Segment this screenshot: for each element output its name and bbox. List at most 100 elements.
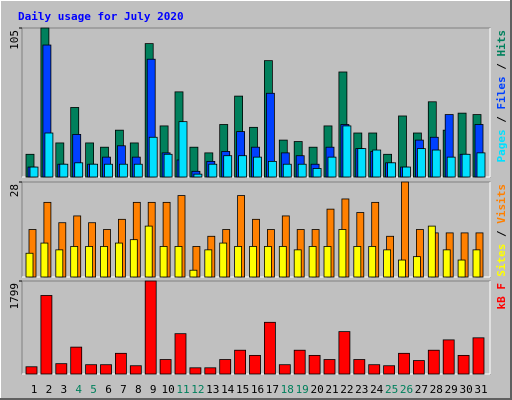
bar bbox=[144, 280, 157, 375]
bar bbox=[174, 333, 187, 375]
x-tick-label: 18 bbox=[281, 383, 294, 396]
legend-separator: / bbox=[495, 57, 508, 77]
bar bbox=[293, 249, 302, 278]
x-tick-label: 7 bbox=[120, 383, 127, 396]
bar bbox=[159, 246, 168, 278]
bar bbox=[431, 149, 441, 178]
x-tick-label: 9 bbox=[150, 383, 157, 396]
bar bbox=[476, 152, 486, 178]
bar bbox=[267, 160, 277, 178]
x-tick-label: 2 bbox=[46, 383, 53, 396]
x-tick-label: 24 bbox=[370, 383, 384, 396]
bar bbox=[115, 242, 123, 278]
x-tick-label: 8 bbox=[135, 383, 142, 396]
x-tick-label: 15 bbox=[236, 383, 249, 396]
x-tick-label: 19 bbox=[296, 383, 309, 396]
bar bbox=[44, 132, 54, 178]
bar bbox=[282, 163, 292, 178]
bar bbox=[29, 166, 39, 178]
legend-entry: Sites bbox=[495, 244, 508, 277]
legend: kB F bbox=[495, 283, 508, 310]
bar bbox=[472, 337, 485, 375]
bar bbox=[159, 359, 172, 375]
bar bbox=[297, 163, 307, 178]
x-tick-label: 5 bbox=[90, 383, 97, 396]
bar bbox=[234, 349, 247, 375]
y-tick-label: 105 bbox=[8, 30, 21, 50]
bar bbox=[115, 352, 127, 375]
bar bbox=[85, 364, 97, 375]
x-tick-label: 25 bbox=[385, 383, 398, 396]
x-tick-label: 10 bbox=[161, 383, 174, 396]
bar bbox=[55, 363, 68, 375]
bar bbox=[219, 359, 232, 375]
bar bbox=[74, 162, 84, 178]
bar bbox=[189, 367, 202, 375]
bar bbox=[234, 246, 243, 278]
x-tick-label: 28 bbox=[430, 383, 443, 396]
bar bbox=[129, 239, 138, 278]
bar bbox=[353, 246, 362, 278]
legend-entry: Files bbox=[495, 76, 508, 109]
x-tick-label: 23 bbox=[355, 383, 368, 396]
bar bbox=[204, 249, 213, 278]
bar bbox=[119, 163, 128, 178]
bar bbox=[219, 242, 228, 278]
bar bbox=[100, 364, 112, 375]
bar bbox=[342, 125, 352, 178]
bar bbox=[55, 249, 64, 278]
bar bbox=[357, 148, 367, 178]
x-tick-label: 17 bbox=[266, 383, 279, 396]
bar bbox=[412, 256, 421, 278]
x-tick-label: 16 bbox=[251, 383, 264, 396]
x-tick-label: 14 bbox=[221, 383, 235, 396]
bar bbox=[133, 163, 143, 178]
bar bbox=[174, 246, 183, 278]
bar bbox=[223, 155, 233, 178]
bar bbox=[368, 246, 377, 278]
bar bbox=[163, 153, 173, 178]
bar bbox=[263, 321, 276, 375]
bar bbox=[372, 149, 382, 178]
bar bbox=[70, 246, 79, 278]
bar bbox=[129, 365, 142, 375]
bar bbox=[308, 354, 321, 375]
bar bbox=[263, 246, 272, 278]
bar bbox=[208, 163, 218, 178]
x-tick-label: 6 bbox=[105, 383, 112, 396]
bar bbox=[253, 156, 262, 178]
bar bbox=[442, 339, 455, 375]
bar bbox=[323, 246, 332, 278]
bar bbox=[25, 252, 34, 278]
bar bbox=[338, 229, 347, 278]
bar bbox=[312, 168, 322, 178]
bar bbox=[368, 364, 381, 375]
x-tick-label: 26 bbox=[400, 383, 413, 396]
x-tick-label: 12 bbox=[191, 383, 204, 396]
bar bbox=[238, 155, 248, 178]
bar bbox=[383, 249, 392, 278]
y-tick-label: 1799 bbox=[8, 283, 21, 310]
bar bbox=[25, 366, 38, 375]
legend-separator: / bbox=[495, 224, 508, 244]
bar bbox=[383, 365, 396, 375]
bar bbox=[144, 225, 153, 278]
bar bbox=[193, 173, 203, 178]
chart-title: Daily usage for July 2020 bbox=[18, 10, 184, 23]
legend: Sites / Visits bbox=[495, 184, 508, 277]
legend-entry: Hits bbox=[495, 30, 508, 57]
bar bbox=[85, 246, 93, 278]
x-tick-label: 20 bbox=[310, 383, 323, 396]
bar bbox=[461, 153, 471, 178]
bar bbox=[472, 249, 481, 278]
bar bbox=[278, 246, 287, 278]
bar bbox=[387, 162, 397, 178]
bar bbox=[446, 156, 456, 178]
legend-entry: Visits bbox=[495, 184, 508, 224]
bar bbox=[398, 352, 410, 375]
bar bbox=[40, 242, 49, 278]
bar bbox=[323, 359, 336, 375]
bar bbox=[293, 349, 306, 375]
x-tick-label: 13 bbox=[206, 383, 219, 396]
